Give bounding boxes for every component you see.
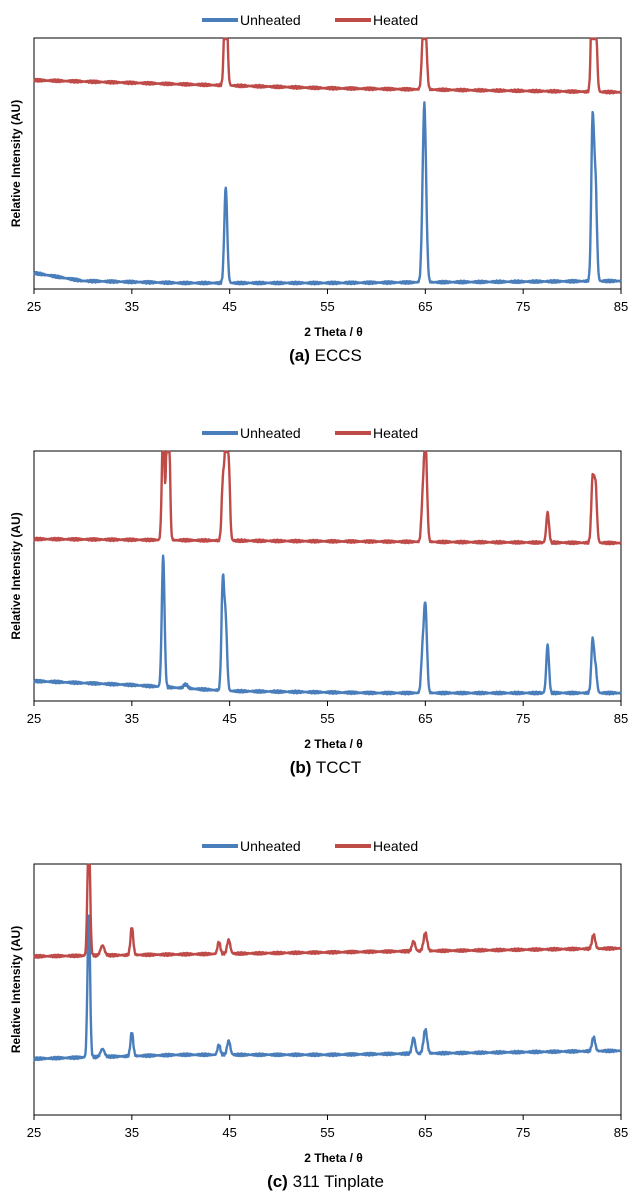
x-tick-label: 25 (27, 1125, 41, 1140)
legend-label-unheated: Unheated (240, 838, 301, 854)
x-axis-title: 2 Theta / θ (304, 737, 363, 751)
caption-label: ECCS (310, 346, 362, 365)
x-tick-label: 35 (125, 711, 139, 726)
x-tick-label: 55 (320, 1125, 334, 1140)
plot-area (33, 863, 622, 1116)
panel-caption: (a) ECCS (289, 346, 362, 365)
legend-label-heated: Heated (373, 838, 418, 854)
y-axis-title: Relative Intensity (AU) (9, 100, 23, 227)
panel-caption: (c) 311 Tinplate (267, 1172, 384, 1191)
legend-label-heated: Heated (373, 425, 418, 441)
series-line-unheated (32, 101, 623, 286)
legend: Unheated Heated (202, 425, 418, 441)
x-tick-label: 55 (320, 299, 334, 314)
plot-area (33, 37, 622, 290)
x-tick-label: 25 (27, 711, 41, 726)
x-tick-label: 65 (418, 1125, 432, 1140)
y-axis-title: Relative Intensity (AU) (9, 512, 23, 639)
chart-panel-1: Unheated Heated 25 35 45 55 65 75 85 2 Theta / θ R… (9, 12, 628, 365)
x-tick-label: 85 (614, 1125, 628, 1140)
y-axis-title: Relative Intensity (AU) (9, 926, 23, 1053)
series-line-heated (32, 863, 622, 959)
x-tick-label: 35 (125, 299, 139, 314)
legend-label-unheated: Unheated (240, 425, 301, 441)
x-tick-label: 75 (516, 1125, 530, 1140)
legend-label-heated: Heated (373, 12, 418, 28)
x-tick-label: 45 (222, 299, 236, 314)
caption-prefix: (a) (289, 346, 310, 365)
x-tick-label: 75 (516, 711, 530, 726)
caption-label: 311 Tinplate (288, 1172, 384, 1191)
x-tick-label: 25 (27, 299, 41, 314)
x-tick-label: 45 (222, 1125, 236, 1140)
series-line-heated (32, 37, 623, 95)
caption-label: TCCT (311, 758, 361, 777)
x-tick-label: 85 (614, 299, 628, 314)
x-tick-label: 35 (125, 1125, 139, 1140)
x-tick-label: 75 (516, 299, 530, 314)
legend: Unheated Heated (202, 838, 418, 854)
panel-caption: (b) TCCT (290, 758, 361, 777)
x-axis-title: 2 Theta / θ (304, 1151, 363, 1165)
series-line-heated (32, 450, 623, 546)
legend: Unheated Heated (202, 12, 418, 28)
x-tick-label: 55 (320, 711, 334, 726)
x-tick-label: 85 (614, 711, 628, 726)
series-line-unheated (32, 914, 622, 1062)
x-tick-label: 65 (418, 711, 432, 726)
legend-label-unheated: Unheated (240, 12, 301, 28)
plot-area (33, 450, 622, 702)
series-line-unheated (32, 554, 623, 696)
x-tick-label: 65 (418, 299, 432, 314)
chart-panel-2: Unheated Heated 25 35 45 55 65 75 85 2 Theta / θ R… (9, 425, 628, 777)
caption-prefix: (c) (267, 1172, 288, 1191)
x-tick-label: 45 (222, 711, 236, 726)
chart-panel-3: Unheated Heated 25 35 45 55 65 75 85 2 Theta / θ R… (9, 838, 628, 1191)
caption-prefix: (b) (290, 758, 312, 777)
x-axis-title: 2 Theta / θ (304, 325, 363, 339)
